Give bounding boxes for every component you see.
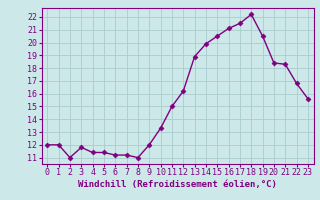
X-axis label: Windchill (Refroidissement éolien,°C): Windchill (Refroidissement éolien,°C) — [78, 180, 277, 189]
